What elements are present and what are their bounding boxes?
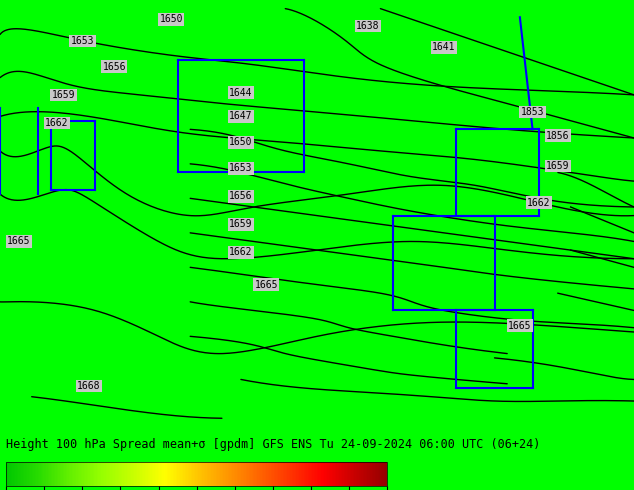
Text: 1665: 1665 — [254, 280, 278, 290]
Text: 1656: 1656 — [229, 191, 253, 201]
Text: 1644: 1644 — [229, 88, 253, 98]
Text: 1659: 1659 — [51, 90, 75, 100]
Text: 1638: 1638 — [356, 21, 380, 31]
Text: 1662: 1662 — [527, 197, 551, 208]
Text: 1662: 1662 — [45, 118, 69, 128]
Text: 1668: 1668 — [77, 381, 101, 391]
Text: 1665: 1665 — [508, 320, 532, 331]
Text: 1641: 1641 — [432, 43, 456, 52]
Text: 1853: 1853 — [521, 107, 545, 117]
Text: 1647: 1647 — [229, 111, 253, 122]
Text: 1659: 1659 — [546, 161, 570, 171]
Text: Height 100 hPa Spread mean+σ [gpdm] GFS ENS Tu 24-09-2024 06:00 UTC (06+24): Height 100 hPa Spread mean+σ [gpdm] GFS … — [6, 438, 541, 451]
Text: 1662: 1662 — [229, 247, 253, 257]
Text: 1656: 1656 — [102, 62, 126, 72]
Text: 1650: 1650 — [159, 14, 183, 24]
Text: 1653: 1653 — [229, 163, 253, 173]
Text: 1659: 1659 — [229, 219, 253, 229]
Text: 1665: 1665 — [7, 237, 31, 246]
Text: 1856: 1856 — [546, 131, 570, 141]
Text: 1653: 1653 — [70, 36, 94, 46]
Text: 1650: 1650 — [229, 137, 253, 147]
